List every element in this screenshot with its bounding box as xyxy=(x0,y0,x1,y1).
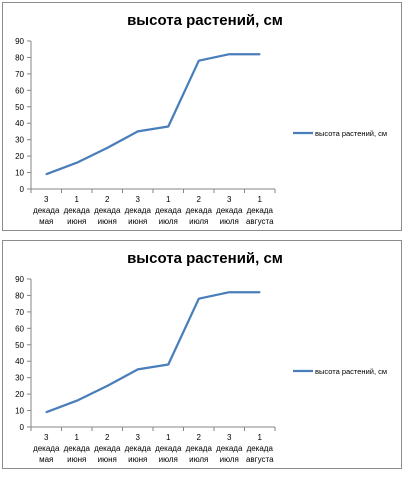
x-tick-label: 3 xyxy=(44,195,49,204)
y-tick-label: 40 xyxy=(15,357,24,366)
x-tick-label: декада xyxy=(247,206,274,215)
data-point xyxy=(258,291,261,293)
x-tick-label: декада xyxy=(125,444,152,453)
data-point xyxy=(197,297,200,300)
x-tick-label: 1 xyxy=(258,195,263,204)
chart-panel-bottom: высота растений, см 0 10 20 30 40 50 60 70 80 90 3 д… xyxy=(2,240,402,469)
y-tick-label: 60 xyxy=(15,86,24,95)
x-tick-label: июля xyxy=(159,455,178,464)
y-tick-label: 90 xyxy=(15,37,24,46)
chart-panel-top: высота растений, см 0 10 20 30 40 50 60 70 80 90 3 д… xyxy=(2,2,402,231)
y-tick-label: 10 xyxy=(15,169,24,178)
data-point xyxy=(136,130,139,133)
legend-label: высота растений, см xyxy=(315,367,387,376)
data-point xyxy=(228,53,231,55)
y-tick-label: 20 xyxy=(15,152,24,161)
y-tick-label: 80 xyxy=(15,291,24,300)
data-point xyxy=(167,125,170,128)
x-tick-label: декада xyxy=(33,206,60,215)
x-tick-label: июля xyxy=(189,217,208,226)
x-tick-label: декада xyxy=(186,444,213,453)
x-tick-label: 1 xyxy=(75,433,80,442)
x-tick-label: декада xyxy=(216,444,243,453)
x-tick-label: 2 xyxy=(197,433,202,442)
legend-label: высота растений, см xyxy=(315,129,387,138)
x-tick-label: мая xyxy=(39,455,53,464)
y-tick-label: 90 xyxy=(15,275,24,284)
x-tick-label: 3 xyxy=(227,195,232,204)
x-tick-label: декада xyxy=(64,206,91,215)
x-tick-label: 3 xyxy=(136,433,141,442)
x-tick-label: декада xyxy=(64,444,91,453)
x-tick-label: 1 xyxy=(258,433,263,442)
y-tick-label: 30 xyxy=(15,374,24,383)
x-tick-label: июля xyxy=(159,217,178,226)
x-tick-label: августа xyxy=(246,217,274,226)
data-point xyxy=(136,368,139,371)
x-tick-label: декада xyxy=(247,444,274,453)
data-point xyxy=(197,59,200,62)
x-tick-label: 1 xyxy=(75,195,80,204)
x-tick-label: 3 xyxy=(136,195,141,204)
x-tick-label: июля xyxy=(189,455,208,464)
y-tick-label: 50 xyxy=(15,103,24,112)
x-tick-label: июля xyxy=(220,217,239,226)
data-point xyxy=(75,161,78,164)
x-tick-label: июня xyxy=(128,217,147,226)
data-point xyxy=(258,53,261,55)
x-tick-label: декада xyxy=(94,206,121,215)
data-point xyxy=(106,147,109,149)
data-point xyxy=(228,291,231,293)
y-tick-label: 70 xyxy=(15,70,24,79)
x-tick-label: 2 xyxy=(105,195,110,204)
x-tick-label: 3 xyxy=(44,433,49,442)
y-tick-label: 30 xyxy=(15,136,24,145)
x-tick-label: августа xyxy=(246,455,274,464)
x-tick-label: июня xyxy=(98,455,117,464)
y-tick-label: 20 xyxy=(15,390,24,399)
x-tick-label: декада xyxy=(155,206,182,215)
data-point xyxy=(75,399,78,402)
x-tick-label: декада xyxy=(125,206,152,215)
y-tick-label: 0 xyxy=(20,423,25,432)
x-tick-label: декада xyxy=(94,444,121,453)
x-tick-label: мая xyxy=(39,217,53,226)
y-tick-label: 0 xyxy=(20,185,25,194)
x-tick-label: июня xyxy=(128,455,147,464)
x-tick-label: июня xyxy=(98,217,117,226)
y-tick-label: 70 xyxy=(15,308,24,317)
x-tick-label: 2 xyxy=(105,433,110,442)
x-tick-label: 1 xyxy=(166,433,171,442)
y-tick-label: 10 xyxy=(15,407,24,416)
data-point xyxy=(45,411,48,413)
chart-title: высота растений, см xyxy=(127,250,283,267)
chart-svg-bottom: высота растений, см 0 10 20 30 40 50 60 70 80 90 3 д… xyxy=(15,250,387,464)
x-tick-label: декада xyxy=(216,206,243,215)
x-tick-label: декада xyxy=(186,206,213,215)
chart-svg-top: высота растений, см 0 10 20 30 40 50 60 70 80 90 3 д… xyxy=(15,12,387,226)
series-line xyxy=(45,53,260,176)
chart-title: высота растений, см xyxy=(127,12,283,29)
x-tick-label: июля xyxy=(220,455,239,464)
x-tick-label: 2 xyxy=(197,195,202,204)
x-tick-label: 3 xyxy=(227,433,232,442)
y-tick-label: 80 xyxy=(15,53,24,62)
x-tick-label: декада xyxy=(155,444,182,453)
data-point xyxy=(45,173,48,175)
y-tick-label: 50 xyxy=(15,341,24,350)
y-tick-label: 40 xyxy=(15,119,24,128)
x-tick-label: июня xyxy=(67,217,86,226)
x-tick-label: декада xyxy=(33,444,60,453)
data-point xyxy=(106,385,109,387)
x-tick-label: июня xyxy=(67,455,86,464)
series-line xyxy=(45,291,260,414)
x-tick-label: 1 xyxy=(166,195,171,204)
y-tick-label: 60 xyxy=(15,324,24,333)
data-point xyxy=(167,363,170,366)
